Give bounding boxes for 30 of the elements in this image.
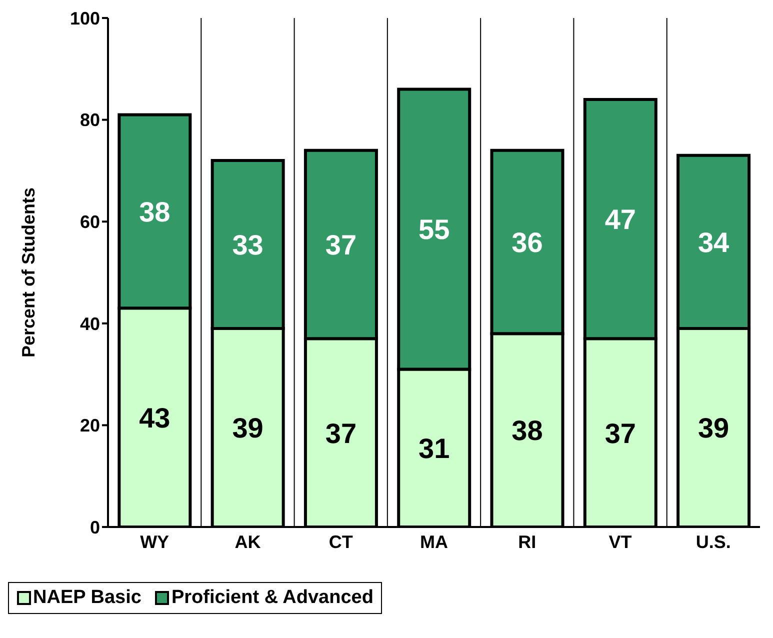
y-tick-label: 40 (80, 314, 100, 334)
data-label: 38 (512, 415, 543, 446)
legend-label: Proficient & Advanced (171, 587, 374, 609)
legend-label: NAEP Basic (33, 587, 142, 609)
data-label: 39 (232, 412, 264, 444)
y-axis-title: Percent of Students (18, 187, 38, 358)
data-label: 39 (698, 412, 730, 444)
x-tick-label: VT (608, 532, 632, 552)
y-tick-label: 0 (90, 517, 100, 538)
y-tick-label: 20 (80, 416, 100, 436)
data-label: 47 (604, 204, 636, 235)
data-label: 36 (512, 226, 543, 258)
x-tick-label: MA (420, 532, 448, 552)
x-tick-label: U.S. (696, 532, 731, 552)
data-label: 34 (698, 226, 730, 258)
x-tick-label: RI (518, 532, 536, 552)
x-tick-label: AK (234, 532, 261, 552)
data-label: 43 (139, 402, 170, 434)
data-label: 37 (325, 418, 357, 449)
y-tick-label: 60 (80, 212, 100, 232)
data-label: 55 (418, 214, 450, 246)
data-label: 31 (418, 433, 450, 464)
data-label: 38 (139, 196, 170, 228)
y-tick-label: 100 (70, 8, 100, 28)
data-label: 37 (325, 229, 357, 260)
y-tick-label: 80 (80, 110, 100, 130)
x-tick-label: WY (140, 532, 170, 552)
x-tick-label: CT (328, 532, 353, 552)
data-label: 37 (604, 418, 636, 449)
data-label: 33 (232, 229, 264, 260)
